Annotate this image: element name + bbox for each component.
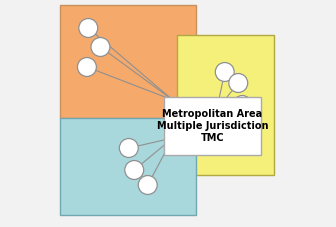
Circle shape	[138, 175, 157, 195]
Circle shape	[233, 96, 252, 114]
Circle shape	[229, 74, 248, 92]
FancyBboxPatch shape	[164, 97, 260, 155]
Circle shape	[78, 57, 96, 76]
Circle shape	[91, 37, 110, 57]
Circle shape	[79, 19, 98, 37]
Circle shape	[125, 160, 144, 180]
Circle shape	[119, 138, 138, 158]
FancyBboxPatch shape	[60, 5, 196, 118]
FancyBboxPatch shape	[177, 35, 274, 175]
FancyBboxPatch shape	[60, 118, 196, 215]
Circle shape	[215, 63, 234, 81]
Text: Metropolitan Area
Multiple Jurisdiction
TMC: Metropolitan Area Multiple Jurisdiction …	[157, 109, 268, 143]
